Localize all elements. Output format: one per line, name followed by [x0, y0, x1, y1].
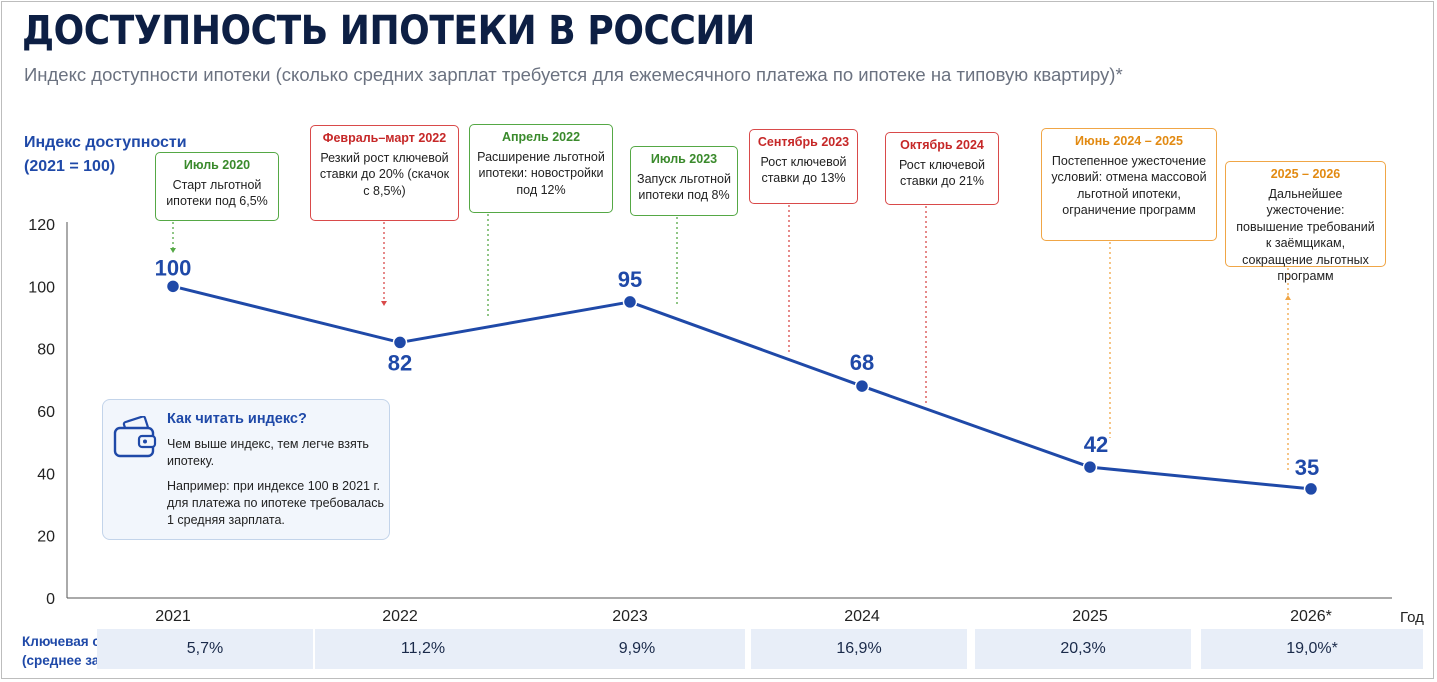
annotation-sep2023-head: Сентябрь 2023: [757, 135, 850, 149]
annotation-sep2023-text: Рост ключевой ставки до 13%: [760, 154, 847, 186]
x-tick-label: 2023: [612, 608, 648, 625]
info-title: Как читать индекс?: [167, 411, 307, 427]
annotation-febmar2022-head: Февраль–март 2022: [322, 131, 447, 145]
annotation-jul2020-head: Июль 2020: [183, 158, 251, 172]
x-tick-label: 2025: [1072, 608, 1108, 625]
annotation-jul2020: Июль 2020 Старт льготной ипотеки под 6,5…: [155, 152, 279, 221]
data-point: [165, 279, 181, 294]
page-subtitle: Индекс доступности ипотеки (сколько сред…: [24, 64, 1123, 85]
annotation-jul2020-text: Старт льготной ипотеки под 6,5%: [166, 177, 268, 209]
x-axis-label: Год: [1400, 609, 1424, 626]
key-rate-cell-2021: 5,7%: [97, 629, 313, 669]
y-tick-label: 120: [28, 217, 55, 234]
info-box: Как читать индекс? Чем выше индекс, тем …: [102, 399, 390, 540]
info-paragraph-1: Чем выше индекс, тем легче взять ипотеку…: [167, 437, 369, 468]
y-axis-label: Индекс доступности (2021 = 100): [24, 131, 187, 179]
key-rate-cell-2024: 16,9%: [751, 629, 967, 669]
data-label: 35: [1295, 455, 1319, 480]
data-label: 82: [388, 350, 412, 375]
annotation-oct2024-head: Октябрь 2024: [900, 138, 984, 152]
x-tick-label: 2021: [155, 608, 191, 625]
connector-arrow: [1285, 295, 1291, 300]
annotation-2025-2026-text: Дальнейшее ужесточение: повышение требов…: [1236, 186, 1375, 284]
data-label: 95: [618, 267, 642, 292]
series-line: [172, 284, 1312, 491]
page-title: ДОСТУПНОСТЬ ИПОТЕКИ В РОССИИ: [22, 8, 755, 54]
key-rate-cell-2022: 11,2%: [315, 629, 531, 669]
y-tick-label: 0: [46, 591, 55, 608]
annotation-oct2024-text: Рост ключевой ставки до 21%: [898, 157, 986, 189]
y-tick-label: 100: [28, 279, 55, 296]
connector-arrow: [381, 301, 387, 306]
x-tick-label: 2026*: [1290, 608, 1332, 625]
data-point: [622, 294, 638, 310]
annotation-2025-2026-head: 2025 – 2026: [1270, 167, 1341, 181]
annotation-febmar2022: Февраль–март 2022 Резкий рост ключевой с…: [310, 125, 459, 221]
annotation-apr2022: Апрель 2022 Расширение льготной ипотеки:…: [469, 124, 613, 213]
key-rate-cell-2023: 9,9%: [529, 629, 745, 669]
y-tick-label: 20: [37, 529, 55, 546]
key-rate-cell-2026: 19,0%*: [1201, 629, 1423, 669]
data-label: 68: [850, 350, 874, 375]
annotation-jun2024-2025: Июнь 2024 – 2025 Постепенное ужесточение…: [1041, 128, 1217, 241]
info-paragraph-2: Например: при индексе 100 в 2021 г. для …: [167, 479, 385, 527]
annotation-jun2024-2025-text: Постепенное ужесточение условий: отмена …: [1051, 153, 1207, 218]
annotation-apr2022-text: Расширение льготной ипотеки: новостройки…: [477, 149, 605, 197]
annotation-jul2023-text: Запуск льготной ипотеки под 8%: [637, 171, 731, 203]
y-axis-label-line1: Индекс доступности: [24, 134, 187, 151]
x-tick-label: 2022: [382, 608, 418, 625]
key-rate-cell-2025: 20,3%: [975, 629, 1191, 669]
data-point: [854, 378, 870, 394]
annotation-jul2023: Июль 2023 Запуск льготной ипотеки под 8%: [630, 146, 738, 216]
annotation-sep2023: Сентябрь 2023 Рост ключевой ставки до 13…: [749, 129, 858, 204]
annotation-febmar2022-text: Резкий рост ключевой ставки до 20% (скач…: [319, 150, 450, 198]
data-point: [1303, 481, 1319, 497]
annotation-jun2024-2025-head: Июнь 2024 – 2025: [1075, 134, 1183, 148]
connector-arrow: [170, 248, 176, 253]
y-tick-label: 40: [37, 466, 55, 483]
annotation-jul2023-head: Июль 2023: [650, 152, 718, 166]
y-tick-label: 60: [37, 404, 55, 421]
x-tick-label: 2024: [844, 608, 880, 625]
wallet-icon: [113, 416, 157, 458]
y-axis-label-line2: (2021 = 100): [24, 158, 116, 175]
data-point: [392, 335, 408, 350]
data-label: 100: [155, 255, 192, 280]
data-point: [1082, 459, 1098, 475]
annotation-2025-2026: 2025 – 2026 Дальнейшее ужесточение: повы…: [1225, 161, 1386, 283]
annotation-oct2024: Октябрь 2024 Рост ключевой ставки до 21%: [885, 132, 999, 205]
data-label: 42: [1084, 432, 1108, 457]
annotation-apr2022-head: Апрель 2022: [501, 130, 581, 144]
y-tick-label: 80: [37, 342, 55, 359]
